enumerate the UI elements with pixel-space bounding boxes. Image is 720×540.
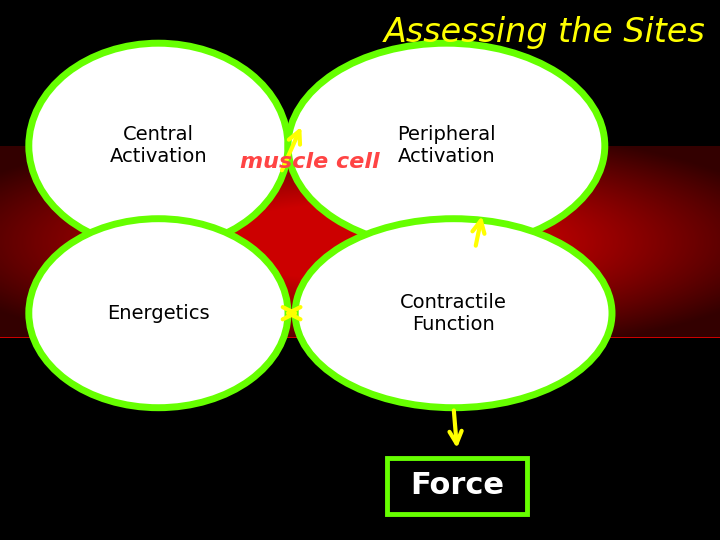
Bar [0, 146, 720, 338]
Text: Contractile
Function: Contractile Function [400, 293, 507, 334]
Text: Assessing the Sites: Assessing the Sites [384, 16, 706, 49]
Text: Central
Activation: Central Activation [109, 125, 207, 166]
Ellipse shape [295, 219, 612, 408]
FancyBboxPatch shape [387, 458, 527, 514]
Text: Energetics: Energetics [107, 303, 210, 323]
Ellipse shape [29, 219, 288, 408]
Text: muscle cell: muscle cell [240, 152, 379, 172]
Ellipse shape [29, 43, 288, 248]
Text: Force: Force [410, 471, 504, 501]
Text: Peripheral
Activation: Peripheral Activation [397, 125, 495, 166]
Ellipse shape [288, 43, 605, 248]
